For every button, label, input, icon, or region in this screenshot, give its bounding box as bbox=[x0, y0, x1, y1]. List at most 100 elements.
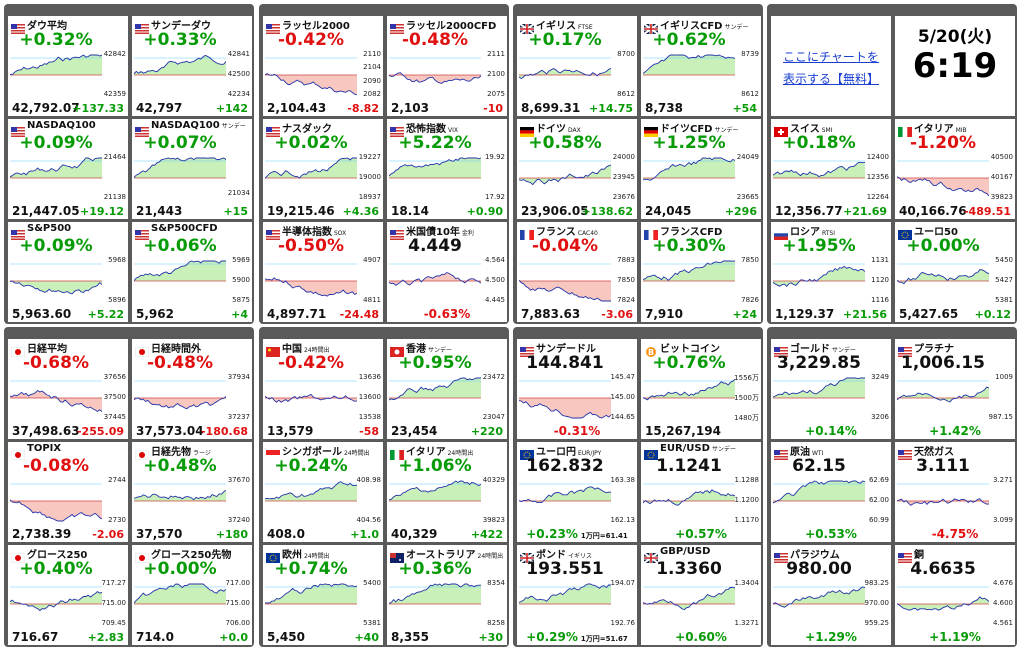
market-subname: 24時間出 bbox=[477, 553, 504, 560]
axis-label: 1.3271 bbox=[734, 619, 760, 627]
sparkline bbox=[643, 157, 735, 181]
change-value: +0.0 bbox=[219, 631, 248, 644]
market-name: シンガポール 24時間出 bbox=[282, 443, 370, 458]
market-tile: ゴールド サンデー 3249 3206 3,229.85 +0.14% bbox=[771, 339, 891, 439]
flag-icon bbox=[11, 225, 25, 244]
flag-icon bbox=[644, 445, 658, 464]
change-percent: -0.08% bbox=[22, 456, 90, 476]
market-name-text: S&P500 bbox=[27, 223, 72, 234]
flag bbox=[519, 23, 535, 35]
axis-label: 23665 bbox=[736, 193, 759, 201]
change-percent: +1.06% bbox=[398, 456, 472, 476]
change-percent-text: +1.42% bbox=[929, 424, 981, 438]
flag-icon bbox=[898, 548, 912, 567]
sparkline-line bbox=[10, 157, 102, 178]
axis-label: 42841 bbox=[227, 50, 250, 58]
market-subname: CAC40 bbox=[577, 230, 598, 237]
change-value: +220 bbox=[470, 425, 503, 438]
market-tile: 日経先物 ラージ 37670 37240 +0.48% 37,570 +180 bbox=[132, 442, 252, 542]
market-name: ナスダック bbox=[282, 120, 332, 135]
market-name: パラジウム bbox=[790, 546, 840, 561]
axis-label: 4.445 bbox=[484, 296, 505, 304]
sparkline bbox=[897, 380, 989, 403]
market-subname: SOX bbox=[334, 230, 347, 237]
market-name-text: グロース250 bbox=[27, 550, 88, 561]
sparkline-area bbox=[773, 266, 865, 287]
axis-label: 7850 bbox=[617, 276, 635, 284]
sparkline-area bbox=[389, 584, 481, 604]
sparkline bbox=[389, 263, 481, 286]
sparkline-area bbox=[643, 261, 735, 281]
sparkline-line bbox=[265, 481, 357, 500]
sparkline-line bbox=[134, 396, 226, 410]
market-name: 銅 bbox=[914, 546, 924, 561]
change-value: -24.48 bbox=[339, 308, 379, 321]
sparkline-line bbox=[897, 176, 989, 197]
sparkline bbox=[10, 380, 102, 413]
market-tile: TOPIX 2744 2730 -0.08% 2,738.39 -2.06 bbox=[8, 442, 128, 542]
market-name: 半導体指数 SOX bbox=[282, 223, 346, 238]
change-percent: +0.74% bbox=[274, 559, 348, 579]
flag bbox=[135, 230, 149, 240]
change-percent-text: +1.19% bbox=[929, 630, 981, 644]
market-name-text: 中国 bbox=[282, 344, 302, 355]
change-value: +2.83 bbox=[87, 631, 124, 644]
sparkline-line bbox=[10, 591, 102, 612]
change-value: -10 bbox=[483, 102, 503, 115]
price: 18.14 bbox=[391, 204, 429, 218]
sparkline bbox=[773, 263, 865, 287]
change-value: +142 bbox=[215, 102, 248, 115]
axis-label: 5896 bbox=[108, 296, 126, 304]
sparkline bbox=[897, 263, 989, 285]
market-name-text: ラッセル2000 bbox=[282, 21, 350, 32]
sparkline-line bbox=[519, 583, 611, 604]
sparkline-area bbox=[773, 481, 865, 503]
flag-icon bbox=[390, 342, 404, 361]
market-name-text: ドイツ bbox=[536, 124, 566, 135]
market-name: フランスCFD bbox=[660, 223, 722, 238]
axis-label: 40500 bbox=[990, 153, 1013, 161]
axis-label: 2104 bbox=[363, 63, 381, 72]
flag bbox=[774, 450, 788, 460]
axis-label: 39823 bbox=[990, 193, 1013, 201]
market-name: サンデードル bbox=[536, 340, 596, 355]
chart-link[interactable]: ここにチャートを表示する【無料】 bbox=[782, 50, 879, 86]
axis-label: 3206 bbox=[871, 413, 889, 421]
market-tile: ユーロ円 EUR/JPY 163.38 162.13 162.832 +0.23% 1万円=… bbox=[517, 442, 637, 542]
sparkline-line bbox=[643, 378, 735, 401]
axis-label: 1.1170 bbox=[734, 516, 760, 524]
axis-label: 8700 bbox=[617, 50, 635, 58]
sparkline bbox=[643, 260, 735, 282]
market-name-text: サンデーダウ bbox=[151, 21, 211, 32]
change-percent: +0.95% bbox=[398, 353, 472, 373]
time: 6:19 bbox=[912, 46, 998, 86]
change-percent-text: +0.29% bbox=[526, 630, 578, 644]
axis-label: 1131 bbox=[871, 256, 889, 264]
change-percent-text: +0.60% bbox=[675, 630, 727, 644]
axis-label: 24049 bbox=[736, 153, 759, 161]
flag-icon bbox=[266, 225, 280, 244]
change-value: +30 bbox=[478, 631, 503, 644]
market-subname: サンデー bbox=[221, 123, 246, 130]
market-tile: ナスダック 19227 19000 18937 +0.02% 19,215.46 +4.36 bbox=[263, 119, 383, 219]
market-panel: ここにチャートを表示する【無料】 5/20(火) 6:19 スイス SMI 12400 12… bbox=[767, 4, 1017, 324]
price: 5,450 bbox=[267, 630, 305, 644]
price: 19,215.46 bbox=[267, 204, 335, 218]
axis-label: 24000 bbox=[612, 153, 635, 161]
change-percent: +0.18% bbox=[782, 133, 856, 153]
sparkline bbox=[389, 583, 481, 605]
price: 193.551 bbox=[526, 559, 604, 579]
market-subname: 24時間出 bbox=[304, 553, 330, 560]
axis-label: 37237 bbox=[227, 413, 250, 421]
market-name-text: イギリスCFD bbox=[660, 21, 723, 32]
market-subname: サンデー bbox=[428, 347, 453, 354]
sparkline-line bbox=[265, 157, 357, 179]
market-tile: ダウ平均 42842 42359 +0.32% 42,792.07 +137.33 bbox=[8, 16, 128, 116]
sparkline-line bbox=[643, 260, 735, 281]
flag-icon bbox=[774, 342, 788, 361]
market-tile: フランス CAC40 7883 7850 7824 -0.04% 7,883.63 -3.06 bbox=[517, 222, 637, 322]
sparkline bbox=[134, 380, 226, 410]
price: 23,906.05 bbox=[521, 204, 589, 218]
sparkline-area bbox=[519, 280, 611, 301]
change-percent: +1.25% bbox=[652, 133, 726, 153]
